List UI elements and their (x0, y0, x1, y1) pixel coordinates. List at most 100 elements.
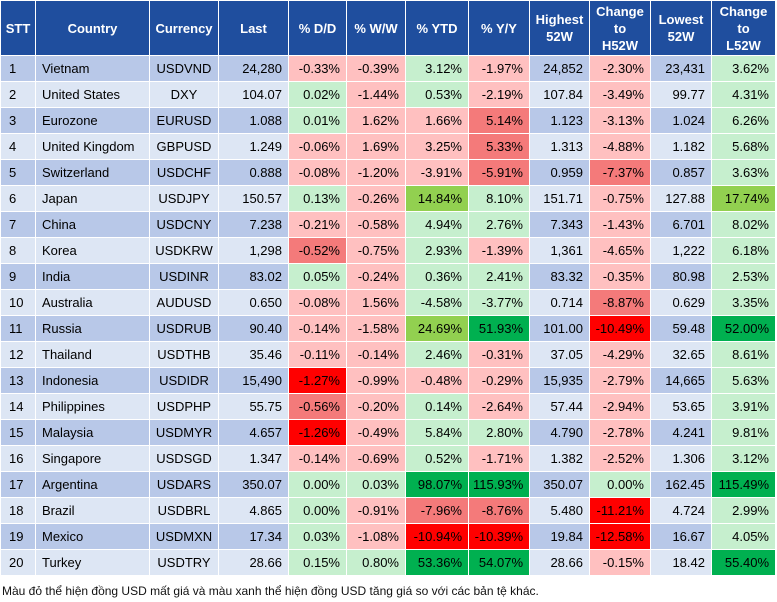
table-row[interactable]: 20 Turkey USDTRY 28.66 0.15% 0.80% 53.36% 54.07… (0, 549, 776, 576)
cell-last: 350.07 (218, 471, 289, 498)
cell-highest-52w: 101.00 (529, 315, 590, 342)
col-header-yy[interactable]: % Y/Y (468, 0, 530, 56)
cell-last: 0.650 (218, 289, 289, 316)
cell-stt: 15 (0, 419, 36, 446)
table-row[interactable]: 2 United States DXY 104.07 0.02% -1.44% 0.53% -… (0, 81, 776, 108)
cell-yy: 2.80% (468, 419, 530, 446)
table-row[interactable]: 6 Japan USDJPY 150.57 0.13% -0.26% 14.84% 8.10%… (0, 185, 776, 212)
cell-stt: 3 (0, 107, 36, 134)
cell-ytd: -10.94% (405, 523, 469, 550)
cell-country: Turkey (35, 549, 150, 576)
cell-change-l52w: 3.12% (711, 445, 776, 472)
cell-highest-52w: 0.959 (529, 159, 590, 186)
cell-ytd: -0.48% (405, 367, 469, 394)
cell-change-l52w: 5.68% (711, 133, 776, 160)
cell-highest-52w: 151.71 (529, 185, 590, 212)
cell-stt: 5 (0, 159, 36, 186)
table-row[interactable]: 1 Vietnam USDVND 24,280 -0.33% -0.39% 3.12% -1.… (0, 55, 776, 82)
cell-lowest-52w: 1.306 (650, 445, 712, 472)
cell-dd: -1.27% (288, 367, 347, 394)
cell-highest-52w: 57.44 (529, 393, 590, 420)
cell-change-l52w: 8.61% (711, 341, 776, 368)
cell-stt: 4 (0, 133, 36, 160)
cell-currency: USDIDR (149, 367, 219, 394)
table-row[interactable]: 5 Switzerland USDCHF 0.888 -0.08% -1.20% -3.91… (0, 159, 776, 186)
cell-currency: USDMXN (149, 523, 219, 550)
cell-yy: -2.64% (468, 393, 530, 420)
table-row[interactable]: 11 Russia USDRUB 90.40 -0.14% -1.58% 24.69% 51.… (0, 315, 776, 342)
cell-dd: -0.08% (288, 159, 347, 186)
cell-dd: -0.52% (288, 237, 347, 264)
table-row[interactable]: 15 Malaysia USDMYR 4.657 -1.26% -0.49% 5.84% 2.… (0, 419, 776, 446)
cell-country: Argentina (35, 471, 150, 498)
cell-last: 90.40 (218, 315, 289, 342)
col-header-ww[interactable]: % W/W (346, 0, 406, 56)
table-row[interactable]: 13 Indonesia USDIDR 15,490 -1.27% -0.99% -0.48… (0, 367, 776, 394)
cell-change-h52w: -2.78% (589, 419, 651, 446)
cell-stt: 18 (0, 497, 36, 524)
cell-ytd: 1.66% (405, 107, 469, 134)
cell-change-l52w: 2.99% (711, 497, 776, 524)
cell-highest-52w: 4.790 (529, 419, 590, 446)
cell-change-h52w: -4.65% (589, 237, 651, 264)
cell-highest-52w: 1.313 (529, 133, 590, 160)
table-row[interactable]: 10 Australia AUDUSD 0.650 -0.08% 1.56% -4.58% -… (0, 289, 776, 316)
cell-yy: 115.93% (468, 471, 530, 498)
cell-change-l52w: 115.49% (711, 471, 776, 498)
table-row[interactable]: 12 Thailand USDTHB 35.46 -0.11% -0.14% 2.46% -0… (0, 341, 776, 368)
col-header-ytd[interactable]: % YTD (405, 0, 469, 56)
cell-country: Switzerland (35, 159, 150, 186)
cell-stt: 19 (0, 523, 36, 550)
table-row[interactable]: 4 United Kingdom GBPUSD 1.249 -0.06% 1.69% 3.2… (0, 133, 776, 160)
cell-stt: 6 (0, 185, 36, 212)
col-header-country[interactable]: Country (35, 0, 150, 56)
cell-change-l52w: 6.26% (711, 107, 776, 134)
cell-currency: EURUSD (149, 107, 219, 134)
table-row[interactable]: 7 China USDCNY 7.238 -0.21% -0.58% 4.94% 2.76% 7… (0, 211, 776, 238)
cell-yy: 54.07% (468, 549, 530, 576)
cell-ytd: 0.14% (405, 393, 469, 420)
cell-ytd: 4.94% (405, 211, 469, 238)
cell-currency: USDRUB (149, 315, 219, 342)
header-line: to (613, 20, 627, 36)
table-row[interactable]: 8 Korea USDKRW 1,298 -0.52% -0.75% 2.93% -1.39%… (0, 237, 776, 264)
cell-ytd: 3.12% (405, 55, 469, 82)
cell-ytd: 24.69% (405, 315, 469, 342)
cell-ytd: -3.91% (405, 159, 469, 186)
cell-country: Singapore (35, 445, 150, 472)
cell-highest-52w: 28.66 (529, 549, 590, 576)
cell-currency: USDJPY (149, 185, 219, 212)
cell-dd: 0.13% (288, 185, 347, 212)
cell-change-l52w: 3.35% (711, 289, 776, 316)
cell-dd: 0.03% (288, 523, 347, 550)
col-header-highest-52w[interactable]: Highest 52W (529, 0, 590, 56)
cell-stt: 16 (0, 445, 36, 472)
cell-yy: 2.41% (468, 263, 530, 290)
table-row[interactable]: 18 Brazil USDBRL 4.865 0.00% -0.91% -7.96% -8.7… (0, 497, 776, 524)
table-row[interactable]: 9 India USDINR 83.02 0.05% -0.24% 0.36% 2.41% 83… (0, 263, 776, 290)
table-row[interactable]: 17 Argentina USDARS 350.07 0.00% 0.03% 98.07% 1… (0, 471, 776, 498)
cell-last: 24,280 (218, 55, 289, 82)
cell-change-h52w: -2.94% (589, 393, 651, 420)
table-row[interactable]: 3 Eurozone EURUSD 1.088 0.01% 1.62% 1.66% 5.14%… (0, 107, 776, 134)
col-header-lowest-52w[interactable]: Lowest 52W (650, 0, 712, 56)
cell-ww: -0.69% (346, 445, 406, 472)
cell-lowest-52w: 0.629 (650, 289, 712, 316)
cell-change-h52w: -2.30% (589, 55, 651, 82)
header-line: H52W (601, 37, 639, 53)
col-header-change-l52w[interactable]: Change to L52W (711, 0, 776, 56)
cell-change-h52w: -2.79% (589, 367, 651, 394)
cell-change-l52w: 8.02% (711, 211, 776, 238)
col-header-dd[interactable]: % D/D (288, 0, 347, 56)
table-row[interactable]: 16 Singapore USDSGD 1.347 -0.14% -0.69% 0.52% -… (0, 445, 776, 472)
cell-lowest-52w: 23,431 (650, 55, 712, 82)
table-row[interactable]: 14 Philippines USDPHP 55.75 -0.56% -0.20% 0.14… (0, 393, 776, 420)
cell-last: 55.75 (218, 393, 289, 420)
col-header-currency[interactable]: Currency (149, 0, 219, 56)
col-header-stt[interactable]: STT (0, 0, 36, 56)
col-header-change-h52w[interactable]: Change to H52W (589, 0, 651, 56)
cell-dd: -0.06% (288, 133, 347, 160)
col-header-last[interactable]: Last (218, 0, 289, 56)
cell-change-l52w: 4.31% (711, 81, 776, 108)
table-row[interactable]: 19 Mexico USDMXN 17.34 0.03% -1.08% -10.94% -10… (0, 523, 776, 550)
